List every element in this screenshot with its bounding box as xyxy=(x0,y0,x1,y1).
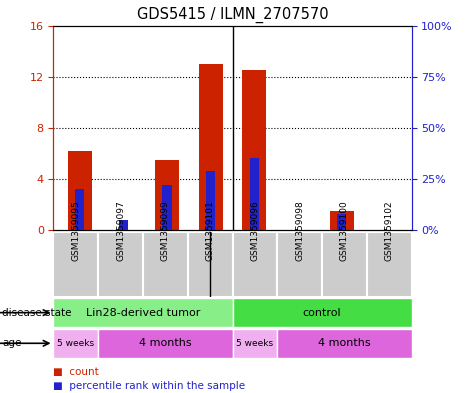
Title: GDS5415 / ILMN_2707570: GDS5415 / ILMN_2707570 xyxy=(137,7,328,23)
Bar xyxy=(206,171,215,230)
Text: 4 months: 4 months xyxy=(318,338,371,348)
Text: GSM1359097: GSM1359097 xyxy=(116,200,125,261)
Text: ■  count: ■ count xyxy=(53,367,99,377)
Bar xyxy=(98,329,232,358)
Bar xyxy=(98,232,143,297)
Text: GSM1359095: GSM1359095 xyxy=(71,200,80,261)
Text: GSM1359100: GSM1359100 xyxy=(340,200,349,261)
Text: GSM1359099: GSM1359099 xyxy=(161,200,170,261)
Bar xyxy=(250,158,259,230)
Bar xyxy=(337,213,346,230)
Text: GSM1359101: GSM1359101 xyxy=(206,200,215,261)
Bar xyxy=(119,220,128,230)
Bar xyxy=(53,298,232,327)
Bar xyxy=(143,232,188,297)
Bar xyxy=(277,329,412,358)
Text: control: control xyxy=(303,308,341,318)
Bar xyxy=(330,211,354,230)
Bar xyxy=(277,232,322,297)
Bar xyxy=(155,160,179,230)
Text: GSM1359096: GSM1359096 xyxy=(250,200,259,261)
Bar xyxy=(53,329,98,358)
Bar xyxy=(188,232,232,297)
Bar xyxy=(232,298,412,327)
Text: GSM1359102: GSM1359102 xyxy=(385,200,394,261)
Bar xyxy=(53,232,98,297)
Bar xyxy=(232,232,277,297)
Text: GSM1359098: GSM1359098 xyxy=(295,200,304,261)
Text: disease state: disease state xyxy=(2,308,72,318)
Text: 4 months: 4 months xyxy=(139,338,192,348)
Bar xyxy=(242,70,266,230)
Text: 5 weeks: 5 weeks xyxy=(57,339,94,348)
Text: age: age xyxy=(2,338,22,348)
Bar xyxy=(232,329,277,358)
Bar xyxy=(322,232,367,297)
Bar xyxy=(75,189,84,230)
Bar xyxy=(367,232,412,297)
Bar xyxy=(162,185,172,230)
Text: Lin28-derived tumor: Lin28-derived tumor xyxy=(86,308,200,318)
Bar xyxy=(68,151,92,230)
Text: ■  percentile rank within the sample: ■ percentile rank within the sample xyxy=(53,381,246,391)
Bar xyxy=(199,64,223,230)
Text: 5 weeks: 5 weeks xyxy=(236,339,273,348)
